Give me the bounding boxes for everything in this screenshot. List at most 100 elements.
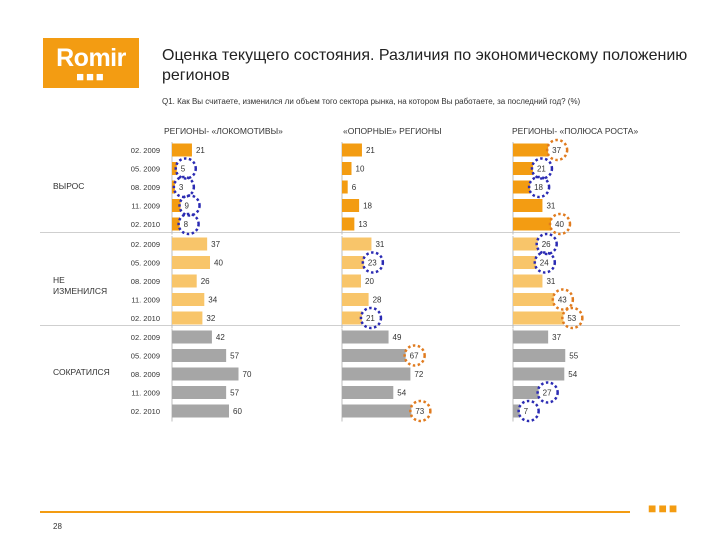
bar-value-label: 28 bbox=[373, 296, 382, 305]
bar-value-label: 24 bbox=[540, 259, 549, 268]
bar-value-label: 40 bbox=[555, 220, 564, 229]
period-label: 02. 2009 bbox=[131, 146, 160, 155]
bar bbox=[342, 199, 360, 212]
bar-value-label: 57 bbox=[230, 389, 239, 398]
bar-value-label: 53 bbox=[567, 314, 576, 323]
bar bbox=[513, 199, 543, 212]
group-label-grow: ВЫРОС bbox=[53, 181, 85, 191]
group-label-same: НЕ ИЗМЕНИЛСЯ bbox=[53, 275, 108, 296]
bar bbox=[342, 237, 372, 251]
logo-text: Romir bbox=[56, 44, 126, 72]
bar bbox=[513, 274, 543, 288]
bar-value-label: 31 bbox=[375, 240, 384, 249]
footer-dots: ■■■ bbox=[648, 500, 680, 516]
bar-value-label: 70 bbox=[243, 370, 252, 379]
bar bbox=[172, 256, 210, 269]
bar-value-label: 72 bbox=[414, 370, 423, 379]
bar-value-label: 7 bbox=[524, 407, 529, 416]
period-label: 02. 2010 bbox=[131, 220, 160, 229]
period-label: 08. 2009 bbox=[131, 277, 160, 286]
bar-value-label: 57 bbox=[230, 352, 239, 361]
bar bbox=[342, 256, 364, 269]
bar bbox=[513, 143, 549, 157]
bar bbox=[342, 162, 352, 175]
column-header: РЕГИОНЫ- «ПОЛЮСА РОСТА» bbox=[512, 126, 638, 136]
highlight-circle bbox=[178, 194, 201, 217]
bar bbox=[342, 386, 394, 399]
bar bbox=[342, 274, 361, 288]
bar bbox=[342, 293, 369, 306]
bar-value-label: 73 bbox=[415, 407, 424, 416]
bar bbox=[513, 293, 554, 306]
bar-value-label: 40 bbox=[214, 259, 223, 268]
page-title: Оценка текущего состояния. Различия по э… bbox=[162, 47, 688, 84]
bar-value-label: 49 bbox=[393, 333, 402, 342]
bar-value-label: 21 bbox=[366, 146, 375, 155]
bar bbox=[172, 330, 212, 344]
period-label: 11. 2009 bbox=[131, 296, 160, 305]
period-label: 02. 2009 bbox=[131, 240, 160, 249]
period-label: 05. 2009 bbox=[131, 352, 160, 361]
bar-value-label: 26 bbox=[201, 277, 210, 286]
period-label: 08. 2009 bbox=[131, 183, 160, 192]
highlight-circle bbox=[536, 381, 559, 404]
bar bbox=[513, 330, 549, 344]
romir-logo: Romir ■■■ bbox=[43, 38, 139, 88]
bar-value-label: 8 bbox=[184, 220, 189, 229]
bar-value-label: 42 bbox=[216, 333, 225, 342]
highlight-circle bbox=[535, 232, 558, 256]
bar-value-label: 31 bbox=[546, 277, 555, 286]
bar bbox=[172, 217, 180, 231]
column-header: «ОПОРНЫЕ» РЕГИОНЫ bbox=[343, 126, 441, 136]
group-label-decline: СОКРАТИЛСЯ bbox=[53, 367, 110, 377]
footer-line bbox=[40, 511, 630, 513]
bar-value-label: 67 bbox=[410, 352, 419, 361]
bar bbox=[172, 311, 203, 325]
bar-value-label: 18 bbox=[534, 183, 543, 192]
highlight-circle bbox=[561, 306, 584, 330]
bar bbox=[172, 274, 197, 288]
bar bbox=[513, 256, 536, 269]
highlight-circle bbox=[517, 399, 540, 423]
bar bbox=[342, 330, 389, 344]
bar bbox=[342, 367, 411, 381]
bar-value-label: 37 bbox=[552, 146, 561, 155]
page-number: 28 bbox=[53, 522, 62, 531]
bar bbox=[513, 217, 551, 231]
bar bbox=[342, 217, 355, 231]
column-header: РЕГИОНЫ- «ЛОКОМОТИВЫ» bbox=[164, 126, 283, 136]
bar bbox=[172, 404, 229, 418]
bar bbox=[342, 143, 362, 157]
bar bbox=[513, 386, 539, 399]
bar bbox=[342, 311, 362, 325]
bar bbox=[342, 349, 406, 362]
period-label: 05. 2009 bbox=[131, 259, 160, 268]
bar-value-label: 21 bbox=[537, 165, 546, 174]
bar-value-label: 34 bbox=[208, 296, 217, 305]
highlight-circle bbox=[174, 157, 197, 180]
highlight-circle bbox=[403, 344, 426, 367]
bar bbox=[513, 404, 520, 418]
bar bbox=[342, 180, 348, 194]
highlight-circle bbox=[359, 306, 383, 330]
bar-value-label: 10 bbox=[356, 165, 365, 174]
bar-value-label: 32 bbox=[206, 314, 215, 323]
bar bbox=[172, 293, 205, 306]
bar bbox=[513, 237, 538, 251]
bar bbox=[172, 349, 227, 362]
question-text: Q1. Как Вы считаете, изменился ли объем … bbox=[162, 97, 581, 106]
period-label: 11. 2009 bbox=[131, 389, 160, 398]
bar-value-label: 21 bbox=[366, 314, 375, 323]
bar-value-label: 27 bbox=[543, 389, 552, 398]
bar bbox=[172, 143, 192, 157]
bar-value-label: 23 bbox=[368, 259, 377, 268]
highlight-circle bbox=[172, 175, 196, 199]
period-label: 02. 2010 bbox=[131, 407, 160, 416]
bar-value-label: 18 bbox=[363, 202, 372, 211]
bar-value-label: 37 bbox=[211, 240, 220, 249]
bar-value-label: 3 bbox=[179, 183, 184, 192]
period-label: 02. 2010 bbox=[131, 314, 160, 323]
bar-value-label: 21 bbox=[196, 146, 205, 155]
bar-value-label: 55 bbox=[569, 352, 578, 361]
